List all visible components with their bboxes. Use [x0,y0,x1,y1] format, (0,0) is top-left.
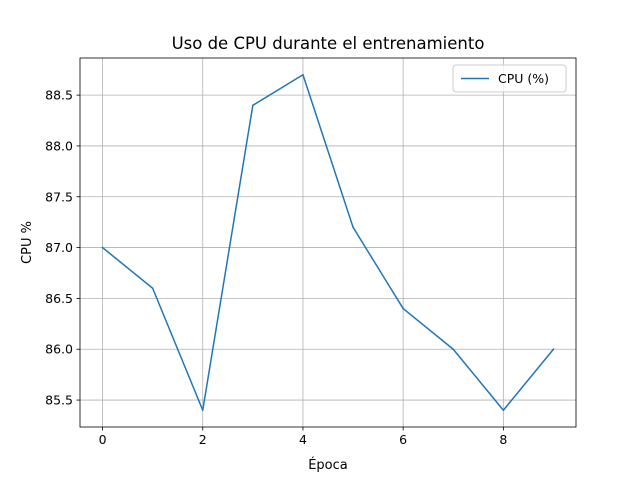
y-axis-ticks: 85.5 86.0 86.5 87.0 87.5 88.0 88.5 [45,88,80,408]
x-axis-label: Época [308,457,348,473]
y-tick-label: 86.5 [45,291,73,306]
y-tick-label: 86.0 [45,342,73,357]
chart-title: Uso de CPU durante el entrenamiento [172,34,485,53]
x-tick-label: 8 [499,432,507,447]
data-point [252,104,254,107]
x-axis-ticks: 0 2 4 6 8 [99,427,507,447]
grid [80,58,576,427]
x-tick-label: 6 [399,432,407,447]
data-point [402,307,404,310]
y-tick-label: 87.5 [45,189,73,204]
data-point [452,348,455,350]
legend-box [452,64,567,93]
x-tick-label: 0 [99,432,107,447]
data-point [502,409,505,411]
series-layer [101,74,555,411]
y-axis-label: CPU % [20,221,35,264]
y-tick-label: 88.5 [45,88,73,103]
data-point [302,74,304,76]
y-tick-label: 85.5 [45,393,73,408]
data-point [151,287,154,289]
data-point [352,226,354,229]
x-tick-label: 2 [199,432,207,447]
data-point [552,348,555,350]
plot-frame [79,57,577,428]
legend: CPU (%) [452,64,567,93]
series-line [101,74,555,411]
y-tick-label: 88.0 [45,138,73,153]
data-point [101,246,104,249]
x-tick-label: 4 [299,432,307,447]
data-point [201,409,204,411]
legend-label: CPU (%) [498,71,549,86]
y-tick-label: 87.0 [45,240,73,255]
